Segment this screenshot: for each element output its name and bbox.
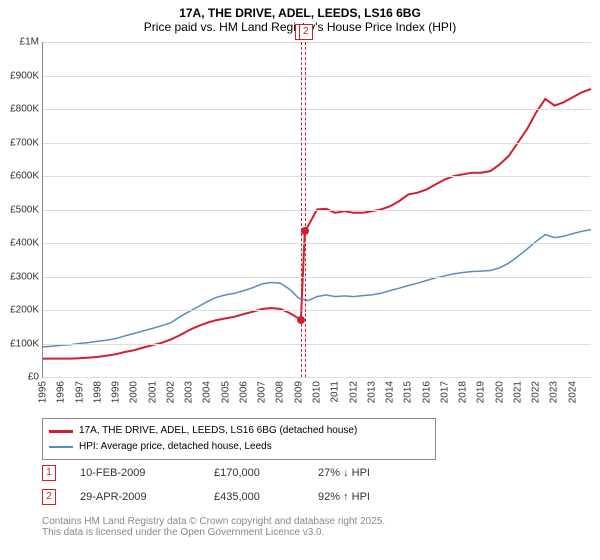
x-tick-label: 2000 [129,381,140,403]
gridline [43,76,591,77]
x-tick-label: 2002 [165,381,176,403]
legend-row-hpi: HPI: Average price, detached house, Leed… [49,439,429,455]
gridline [43,277,591,278]
gridline [43,176,591,177]
y-tick-label: £700K [10,137,39,148]
gridline [43,42,591,43]
x-tick-label: 2008 [275,381,286,403]
x-tick-label: 2006 [238,381,249,403]
gridline [43,210,591,211]
event-row-price: £170,000 [214,467,294,479]
footer: Contains HM Land Registry data © Crown c… [42,516,385,538]
y-tick-label: £1M [20,37,39,48]
legend-row-property: 17A, THE DRIVE, ADEL, LEEDS, LS16 6BG (d… [49,423,429,439]
x-tick-label: 2023 [549,381,560,403]
event-row: 2 29-APR-2009 £435,000 92% ↑ HPI [42,489,408,505]
title-address: 17A, THE DRIVE, ADEL, LEEDS, LS16 6BG [0,6,600,20]
x-tick-label: 2012 [348,381,359,403]
y-tick-label: £900K [10,70,39,81]
event-vline [305,42,306,377]
legend: 17A, THE DRIVE, ADEL, LEEDS, LS16 6BG (d… [42,418,436,460]
event-point [301,227,309,235]
event-row-date: 29-APR-2009 [80,491,190,503]
gridline [43,109,591,110]
y-tick-label: £200K [10,305,39,316]
x-tick-label: 1997 [74,381,85,403]
x-tick-label: 2011 [330,381,341,403]
event-row-price: £435,000 [214,491,294,503]
series-line [43,89,591,359]
x-tick-label: 2007 [257,381,268,403]
events-block: 1 10-FEB-2009 £170,000 27% ↓ HPI 2 29-APR-200… [42,465,408,513]
x-tick-label: 2018 [458,381,469,403]
x-tick-label: 1998 [92,381,103,403]
plot-area: £0£100K£200K£300K£400K£500K£600K£700K£80… [42,42,591,378]
event-row-marker: 2 [42,489,56,505]
x-tick-label: 1996 [56,381,67,403]
chart-container: 17A, THE DRIVE, ADEL, LEEDS, LS16 6BG Pr… [0,0,600,560]
gridline [43,310,591,311]
x-tick-label: 2005 [220,381,231,403]
x-tick-label: 2013 [366,381,377,403]
event-row: 1 10-FEB-2009 £170,000 27% ↓ HPI [42,465,408,481]
y-tick-label: £500K [10,204,39,215]
x-tick-label: 2004 [202,381,213,403]
gridline [43,377,591,378]
x-tick-label: 2017 [439,381,450,403]
event-row-marker: 1 [42,465,56,481]
x-tick-label: 2022 [531,381,542,403]
x-tick-label: 2024 [567,381,578,403]
y-tick-label: £100K [10,338,39,349]
y-tick-label: £800K [10,104,39,115]
y-tick-label: £400K [10,238,39,249]
gridline [43,143,591,144]
x-tick-label: 2021 [512,381,523,403]
x-tick-label: 2009 [293,381,304,403]
event-vline [301,42,302,377]
x-tick-label: 2020 [494,381,505,403]
x-tick-label: 1995 [38,381,49,403]
y-tick-label: £600K [10,171,39,182]
event-row-date: 10-FEB-2009 [80,467,190,479]
event-point [297,316,305,324]
x-tick-label: 2019 [476,381,487,403]
gridline [43,243,591,244]
legend-swatch-property [49,430,73,433]
x-tick-label: 2010 [312,381,323,403]
x-tick-label: 2003 [184,381,195,403]
gridline [43,344,591,345]
event-marker-box: 2 [299,24,313,40]
footer-licence: This data is licensed under the Open Gov… [42,527,385,538]
legend-label-hpi: HPI: Average price, detached house, Leed… [79,439,272,455]
legend-label-property: 17A, THE DRIVE, ADEL, LEEDS, LS16 6BG (d… [79,423,357,439]
footer-copyright: Contains HM Land Registry data © Crown c… [42,516,385,527]
event-row-diff: 27% ↓ HPI [318,467,408,479]
y-tick-label: £300K [10,271,39,282]
event-row-diff: 92% ↑ HPI [318,491,408,503]
x-tick-label: 2001 [147,381,158,403]
x-tick-label: 2015 [403,381,414,403]
x-tick-label: 1999 [111,381,122,403]
x-tick-label: 2014 [385,381,396,403]
x-tick-label: 2016 [421,381,432,403]
legend-swatch-hpi [49,446,73,448]
series-line [43,230,591,347]
